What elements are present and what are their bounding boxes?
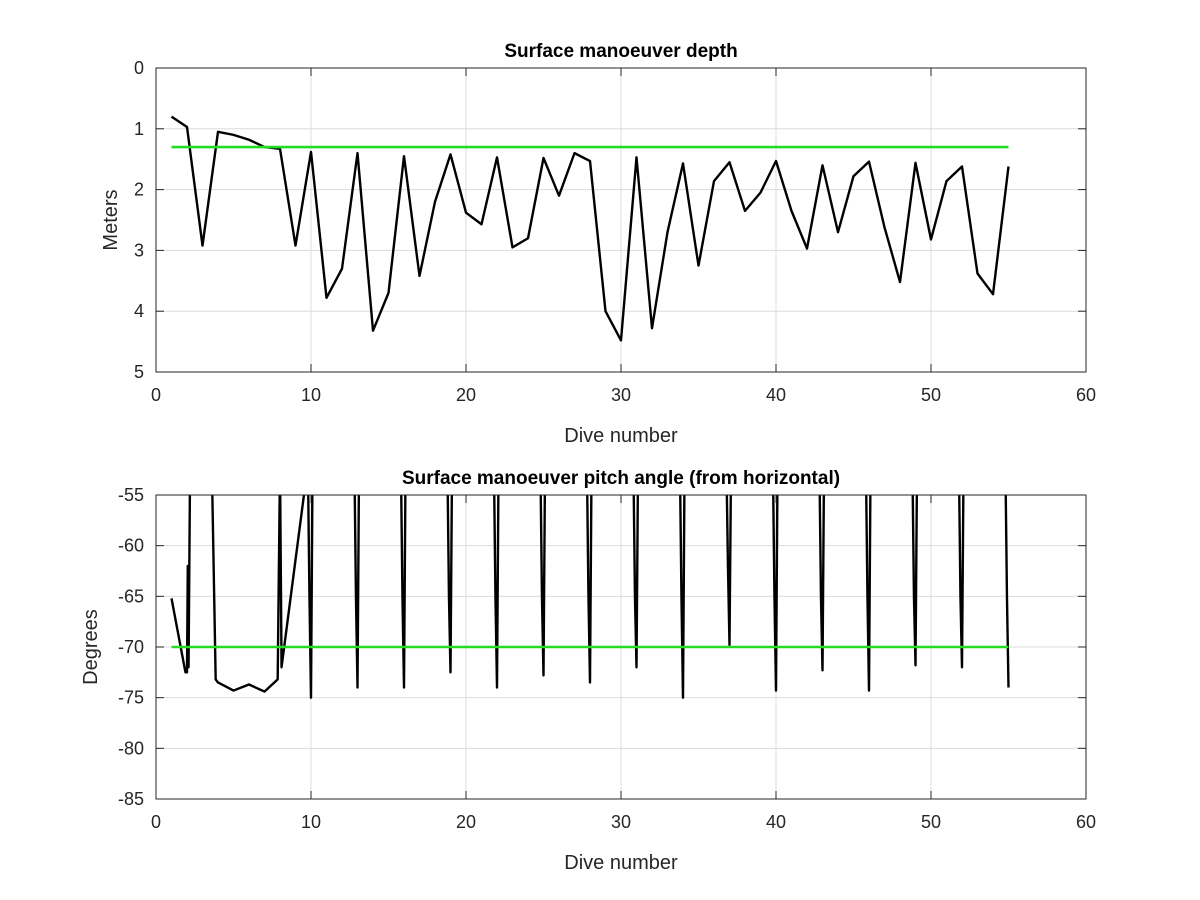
pitch-chart: 0 10 20 30 40 50 60 -55 -60 -65 -70 -75 -80 -85 Surfac… [80,468,1096,874]
x-tick-label: 0 [151,385,161,405]
y-axis-label: Meters [100,189,122,250]
x-tick-label: 40 [766,812,786,832]
x-tick-label: 10 [301,385,321,405]
x-tick-label: 40 [766,385,786,405]
y-tick-label: 1 [134,119,144,139]
y-tick-label: 4 [134,301,144,321]
y-tick-label: -75 [118,688,144,708]
y-tick-label: -55 [118,485,144,505]
x-tick-label: 50 [921,812,941,832]
y-tick-label: 2 [134,180,144,200]
y-tick-label: -70 [118,637,144,657]
x-tick-label: 30 [611,385,631,405]
chart-title: Surface manoeuver pitch angle (from hori… [402,468,840,489]
x-tick-label: 50 [921,385,941,405]
y-tick-label: 5 [134,362,144,382]
x-tick-label: 60 [1076,385,1096,405]
x-tick-label: 60 [1076,812,1096,832]
y-tick-label: 3 [134,240,144,260]
y-tick-label: -65 [118,586,144,606]
y-tick-label: 0 [134,58,144,78]
y-tick-label: -85 [118,789,144,809]
y-tick-label: -80 [118,738,144,758]
y-tick-label: -60 [118,536,144,556]
depth-chart: 0 10 20 30 40 50 60 0 1 2 3 4 5 Surface manoeuver dep… [100,41,1096,447]
x-tick-label: 20 [456,812,476,832]
x-tick-label: 30 [611,812,631,832]
x-axis-label: Dive number [564,852,678,874]
y-axis-label: Degrees [80,609,102,685]
x-axis-label: Dive number [564,425,678,447]
x-tick-label: 10 [301,812,321,832]
data-series-line [170,495,1010,699]
x-tick-label: 0 [151,812,161,832]
x-tick-label: 20 [456,385,476,405]
chart-title: Surface manoeuver depth [504,41,737,62]
data-series-line [170,115,1010,342]
